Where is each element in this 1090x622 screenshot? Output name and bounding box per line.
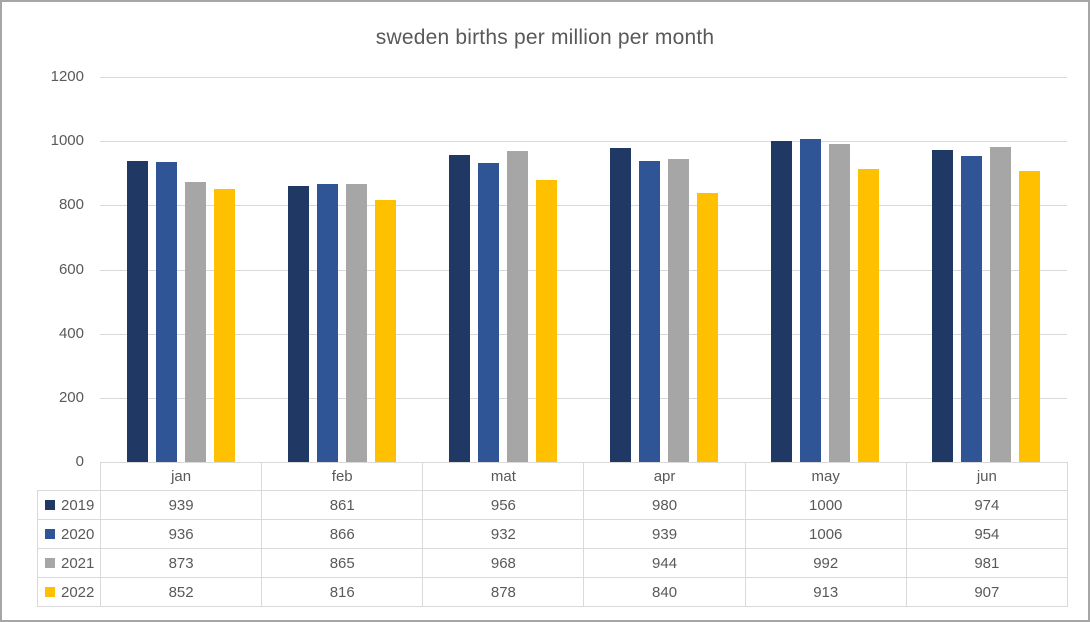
- legend-2021: 2021: [37, 548, 101, 578]
- bar-2019-jan: [126, 160, 148, 462]
- bar-2021-mat: [506, 151, 528, 462]
- legend-2022: 2022: [37, 577, 101, 607]
- bar-2019-may: [771, 141, 793, 462]
- gridline-800: [100, 205, 1067, 207]
- table-row-2022: 2022 852 816 878 840 913 907: [37, 577, 1068, 607]
- cell-2019-mat: 956: [422, 490, 585, 520]
- cell-2021-mat: 968: [422, 548, 585, 578]
- cell-2020-jun: 954: [905, 519, 1068, 549]
- bar-2020-jan: [155, 161, 177, 462]
- cell-2019-apr: 980: [583, 490, 746, 520]
- bar-2019-apr: [610, 147, 632, 462]
- table-row-2020: 2020 936 866 932 939 1006 954: [37, 519, 1068, 549]
- column-header-apr: apr: [583, 462, 746, 491]
- y-tick-label-1000: 1000: [50, 132, 84, 150]
- cell-2022-jun: 907: [905, 577, 1068, 607]
- bar-2022-jun: [1019, 171, 1041, 462]
- table-row-2021: 2021 873 865 968 944 992 981: [37, 548, 1068, 578]
- plot-area: [100, 77, 1067, 462]
- legend-swatch-2022: [45, 586, 55, 597]
- legend-swatch-2019: [45, 499, 55, 510]
- column-header-feb: feb: [261, 462, 424, 491]
- bar-2020-may: [800, 139, 822, 462]
- column-header-may: may: [744, 462, 907, 491]
- y-tick-label-400: 400: [58, 324, 84, 342]
- y-tick-label-800: 800: [58, 196, 84, 214]
- cell-2021-may: 992: [744, 548, 907, 578]
- bar-group-feb: [261, 77, 422, 462]
- bar-2020-mat: [477, 162, 499, 462]
- bar-2022-apr: [697, 192, 719, 462]
- chart-title: sweden births per million per month: [375, 26, 715, 49]
- bar-2019-mat: [448, 155, 470, 462]
- cell-2020-feb: 866: [261, 519, 424, 549]
- bar-group-jun: [906, 77, 1067, 462]
- bar-group-may: [745, 77, 906, 462]
- legend-label-2020: 2020: [61, 525, 95, 543]
- cell-2022-may: 913: [744, 577, 907, 607]
- bar-2021-feb: [345, 184, 367, 462]
- y-tick-label-1200: 1200: [50, 68, 84, 85]
- legend-2019: 2019: [37, 490, 101, 520]
- cell-2022-jan: 852: [99, 577, 263, 607]
- legend-label-2022: 2022: [61, 583, 95, 601]
- y-tick-label-0: 0: [75, 453, 84, 470]
- data-table: jan feb mat apr may jun 2019 939 861 956 980 1000 97…: [37, 462, 1068, 607]
- cell-2019-may: 1000: [744, 490, 907, 520]
- cell-2019-jun: 974: [905, 490, 1068, 520]
- cell-2020-jan: 936: [99, 519, 263, 549]
- bar-group-apr: [584, 77, 745, 462]
- column-header-jun: jun: [905, 462, 1068, 491]
- cell-2021-feb: 865: [261, 548, 424, 578]
- gridline-400: [100, 333, 1067, 335]
- bar-2022-jan: [213, 188, 235, 462]
- cell-2020-may: 1006: [744, 519, 907, 549]
- column-header-mat: mat: [422, 462, 585, 491]
- gridline-1000: [100, 141, 1067, 143]
- cell-2019-jan: 939: [99, 490, 263, 520]
- bar-2022-feb: [374, 200, 396, 462]
- cell-2020-apr: 939: [583, 519, 746, 549]
- bar-2022-may: [858, 169, 880, 462]
- cell-2022-feb: 816: [261, 577, 424, 607]
- bar-group-jan: [100, 77, 261, 462]
- cell-2020-mat: 932: [422, 519, 585, 549]
- bar-2022-mat: [535, 180, 557, 462]
- cell-2021-jan: 873: [99, 548, 263, 578]
- legend-swatch-2020: [45, 528, 55, 539]
- bar-2019-feb: [287, 185, 309, 462]
- bar-2021-may: [829, 143, 851, 462]
- bar-2020-apr: [639, 160, 661, 462]
- gridline-600: [100, 269, 1067, 271]
- y-tick-label-600: 600: [58, 260, 84, 278]
- cell-2022-mat: 878: [422, 577, 585, 607]
- table-row-2019: 2019 939 861 956 980 1000 974: [37, 490, 1068, 520]
- bar-group-mat: [422, 77, 583, 462]
- legend-label-2021: 2021: [61, 554, 95, 572]
- column-header-jan: jan: [99, 462, 263, 491]
- table-corner-cell: [38, 463, 101, 491]
- cell-2021-apr: 944: [583, 548, 746, 578]
- bar-2021-jun: [990, 147, 1012, 462]
- bar-2019-jun: [932, 149, 954, 462]
- bar-2021-jan: [184, 181, 206, 462]
- cell-2022-apr: 840: [583, 577, 746, 607]
- bar-2021-apr: [668, 159, 690, 462]
- cell-2021-jun: 981: [905, 548, 1068, 578]
- y-tick-label-200: 200: [58, 388, 84, 406]
- cell-2019-feb: 861: [261, 490, 424, 520]
- legend-swatch-2021: [45, 557, 55, 568]
- legend-label-2019: 2019: [61, 496, 95, 514]
- gridline-200: [100, 397, 1067, 399]
- gridline-1200: [100, 77, 1067, 78]
- legend-2020: 2020: [37, 519, 101, 549]
- bar-2020-feb: [316, 184, 338, 462]
- bar-2020-jun: [961, 155, 983, 462]
